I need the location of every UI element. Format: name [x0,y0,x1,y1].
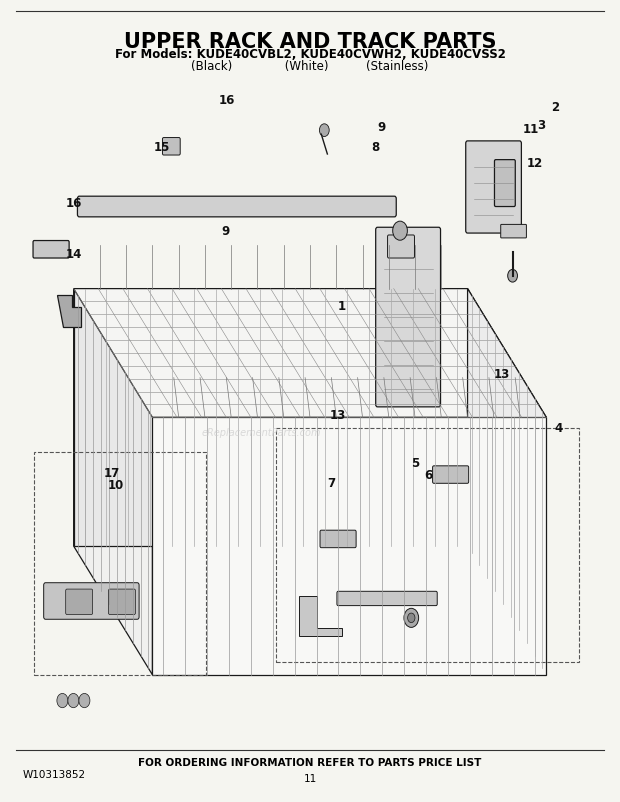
Text: 12: 12 [527,157,543,170]
Text: 2: 2 [552,101,560,115]
Text: 9: 9 [378,121,386,134]
Text: 10: 10 [108,478,125,492]
Circle shape [57,694,68,708]
Polygon shape [299,597,342,637]
Text: 8: 8 [371,141,379,154]
FancyBboxPatch shape [162,139,180,156]
FancyBboxPatch shape [501,225,526,239]
Text: 9: 9 [221,225,229,237]
Text: For Models: KUDE40CVBL2, KUDE40CVWH2, KUDE40CVSS2: For Models: KUDE40CVBL2, KUDE40CVWH2, KU… [115,48,505,61]
FancyBboxPatch shape [78,197,396,217]
Text: 13: 13 [330,408,347,422]
FancyBboxPatch shape [376,228,441,407]
Text: 4: 4 [555,421,563,434]
Circle shape [68,694,79,708]
Text: 7: 7 [327,476,335,489]
FancyBboxPatch shape [388,236,415,259]
Text: 5: 5 [411,456,419,469]
Text: 1: 1 [337,300,346,313]
Bar [277,428,579,662]
FancyBboxPatch shape [320,531,356,548]
Text: FOR ORDERING INFORMATION REFER TO PARTS PRICE LIST: FOR ORDERING INFORMATION REFER TO PARTS … [138,757,482,768]
FancyBboxPatch shape [337,592,437,606]
Text: W10313852: W10313852 [22,769,86,779]
Circle shape [404,609,418,628]
Text: 11: 11 [523,123,539,136]
Polygon shape [74,290,467,546]
FancyBboxPatch shape [43,583,139,619]
FancyBboxPatch shape [466,142,521,233]
Text: 16: 16 [65,196,82,209]
Text: 15: 15 [154,141,170,154]
Text: 14: 14 [65,248,82,261]
FancyBboxPatch shape [66,589,92,615]
Text: 13: 13 [494,367,510,380]
Polygon shape [74,290,153,675]
Text: 11: 11 [303,773,317,783]
Text: 17: 17 [104,467,120,480]
Polygon shape [153,418,546,675]
Circle shape [79,694,90,708]
Circle shape [392,222,407,241]
Circle shape [407,614,415,623]
Polygon shape [467,290,546,675]
Text: UPPER RACK AND TRACK PARTS: UPPER RACK AND TRACK PARTS [124,32,496,52]
Bar [34,453,205,675]
Text: 3: 3 [538,119,546,132]
FancyBboxPatch shape [108,589,135,615]
FancyBboxPatch shape [33,241,69,259]
Circle shape [319,124,329,137]
Circle shape [508,270,518,283]
Text: 6: 6 [424,469,433,482]
Text: 16: 16 [218,93,234,107]
Text: eReplacementParts.com: eReplacementParts.com [202,427,321,438]
FancyBboxPatch shape [433,466,469,484]
Polygon shape [74,290,546,418]
Polygon shape [57,296,81,328]
Text: (Black)              (White)          (Stainless): (Black) (White) (Stainless) [192,59,428,73]
FancyBboxPatch shape [495,160,515,207]
